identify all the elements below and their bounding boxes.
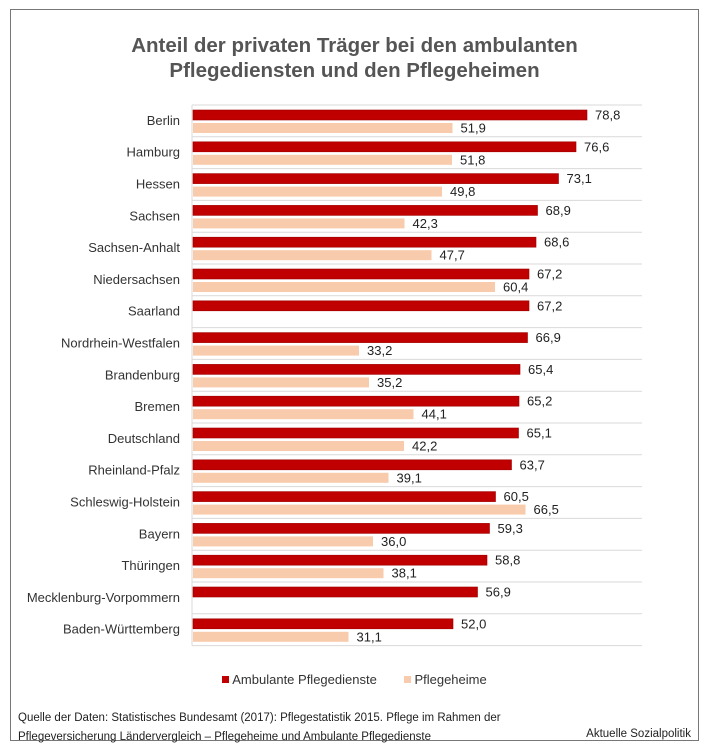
category-label: Schleswig-Holstein xyxy=(70,495,180,510)
bar-ambulant xyxy=(192,173,559,184)
category-label: Sachsen-Anhalt xyxy=(88,240,180,255)
value-label-ambulant: 59,3 xyxy=(498,521,523,536)
legend-label-ambulant: Ambulante Pflegedienste xyxy=(232,672,377,687)
bar-heime xyxy=(193,472,389,483)
category-label: Hessen xyxy=(136,177,180,192)
category-label: Berlin xyxy=(147,113,180,128)
source-note: Quelle der Daten: Statistisches Bundesam… xyxy=(18,709,501,747)
bar-heime xyxy=(193,536,373,547)
bar-ambulant xyxy=(192,618,454,630)
value-label-heime: 36,0 xyxy=(381,534,406,549)
value-label-ambulant: 76,6 xyxy=(584,139,609,154)
bar-ambulant xyxy=(192,141,577,153)
category-label: Bremen xyxy=(134,399,180,414)
bar-ambulant xyxy=(192,395,520,407)
bar-ambulant xyxy=(192,205,538,216)
value-label-ambulant: 52,0 xyxy=(461,616,486,631)
legend: Ambulante Pflegedienste Pflegeheime xyxy=(0,672,709,687)
bar-ambulant xyxy=(192,459,512,471)
value-label-heime: 66,5 xyxy=(534,502,559,517)
bar-heime xyxy=(193,504,526,515)
bar-heime xyxy=(193,568,384,579)
value-label-heime: 42,3 xyxy=(413,216,438,231)
bar-heime xyxy=(193,377,369,388)
category-label: Sachsen xyxy=(129,208,180,223)
bar-heime xyxy=(193,218,405,229)
legend-item-heime: Pflegeheime xyxy=(404,672,487,687)
category-label: Deutschland xyxy=(108,431,180,446)
value-label-ambulant: 67,2 xyxy=(537,267,562,282)
chart-title-line-1: Anteil der privaten Träger bei den ambul… xyxy=(131,34,578,57)
publisher-credit: Aktuelle Sozialpolitik xyxy=(586,728,691,740)
bar-ambulant xyxy=(192,586,478,598)
bar-ambulant xyxy=(192,491,496,502)
bar-ambulant xyxy=(192,554,488,566)
category-label: Thüringen xyxy=(121,558,180,573)
value-label-ambulant: 68,9 xyxy=(546,203,571,218)
value-label-heime: 31,1 xyxy=(357,629,382,644)
value-label-ambulant: 67,2 xyxy=(537,298,562,313)
value-label-heime: 33,2 xyxy=(367,343,392,358)
bar-ambulant xyxy=(192,523,490,534)
bar-heime xyxy=(193,441,404,451)
value-label-heime: 39,1 xyxy=(397,470,422,485)
bar-heime xyxy=(193,186,442,197)
value-label-ambulant: 65,2 xyxy=(527,394,552,409)
value-label-heime: 42,2 xyxy=(412,439,437,454)
bar-ambulant xyxy=(192,427,519,439)
chart-title-line-2: Pflegediensten und den Pflegeheimen xyxy=(169,59,540,82)
value-label-heime: 51,9 xyxy=(461,121,486,136)
value-label-ambulant: 58,8 xyxy=(495,553,520,568)
category-label: Brandenburg xyxy=(105,367,180,382)
value-label-ambulant: 73,1 xyxy=(567,171,592,186)
bar-heime xyxy=(193,250,432,261)
category-label: Rheinland-Pfalz xyxy=(88,463,180,478)
legend-swatch-heime xyxy=(404,676,412,683)
legend-label-heime: Pflegeheime xyxy=(414,672,487,687)
value-label-heime: 49,8 xyxy=(450,184,475,199)
value-label-ambulant: 56,9 xyxy=(486,585,511,600)
bar-ambulant xyxy=(192,364,521,375)
category-label: Baden-Württemberg xyxy=(63,622,180,637)
value-label-ambulant: 65,1 xyxy=(527,426,552,441)
value-label-heime: 44,1 xyxy=(422,407,447,422)
chart-title: Anteil der privaten Träger bei den ambul… xyxy=(0,33,709,83)
bar-ambulant xyxy=(192,236,537,248)
value-label-heime: 47,7 xyxy=(440,248,465,263)
category-label: Hamburg xyxy=(127,145,180,160)
category-label: Nordrhein-Westfalen xyxy=(61,336,180,351)
value-label-heime: 35,2 xyxy=(377,375,402,390)
value-label-ambulant: 65,4 xyxy=(528,362,553,377)
value-label-ambulant: 60,5 xyxy=(504,489,529,504)
bar-ambulant xyxy=(192,109,588,121)
bar-heime xyxy=(193,345,359,356)
bar-heime xyxy=(193,631,349,642)
bar-heime xyxy=(193,282,495,292)
value-label-heime: 60,4 xyxy=(503,280,528,295)
category-label: Mecklenburg-Vorpommern xyxy=(27,590,180,605)
source-line-2: Pflegeversicherung Ländervergleich – Pfl… xyxy=(18,731,431,743)
legend-item-ambulant: Ambulante Pflegedienste xyxy=(222,672,377,687)
value-label-ambulant: 66,9 xyxy=(536,330,561,345)
bar-ambulant xyxy=(192,332,528,343)
category-label: Saarland xyxy=(128,304,180,319)
bar-heime xyxy=(193,409,414,420)
value-label-heime: 51,8 xyxy=(460,152,485,167)
value-label-ambulant: 63,7 xyxy=(520,457,545,472)
category-label: Bayern xyxy=(139,526,180,541)
category-label: Niedersachsen xyxy=(93,272,180,287)
value-label-ambulant: 68,6 xyxy=(544,235,569,250)
source-line-1: Quelle der Daten: Statistisches Bundesam… xyxy=(18,712,501,724)
bar-ambulant xyxy=(192,268,530,280)
bar-ambulant xyxy=(192,300,530,312)
bar-heime xyxy=(193,154,452,165)
bar-heime xyxy=(193,123,453,133)
legend-swatch-ambulant xyxy=(222,676,230,683)
value-label-heime: 38,1 xyxy=(392,566,417,581)
value-label-ambulant: 78,8 xyxy=(595,108,620,123)
